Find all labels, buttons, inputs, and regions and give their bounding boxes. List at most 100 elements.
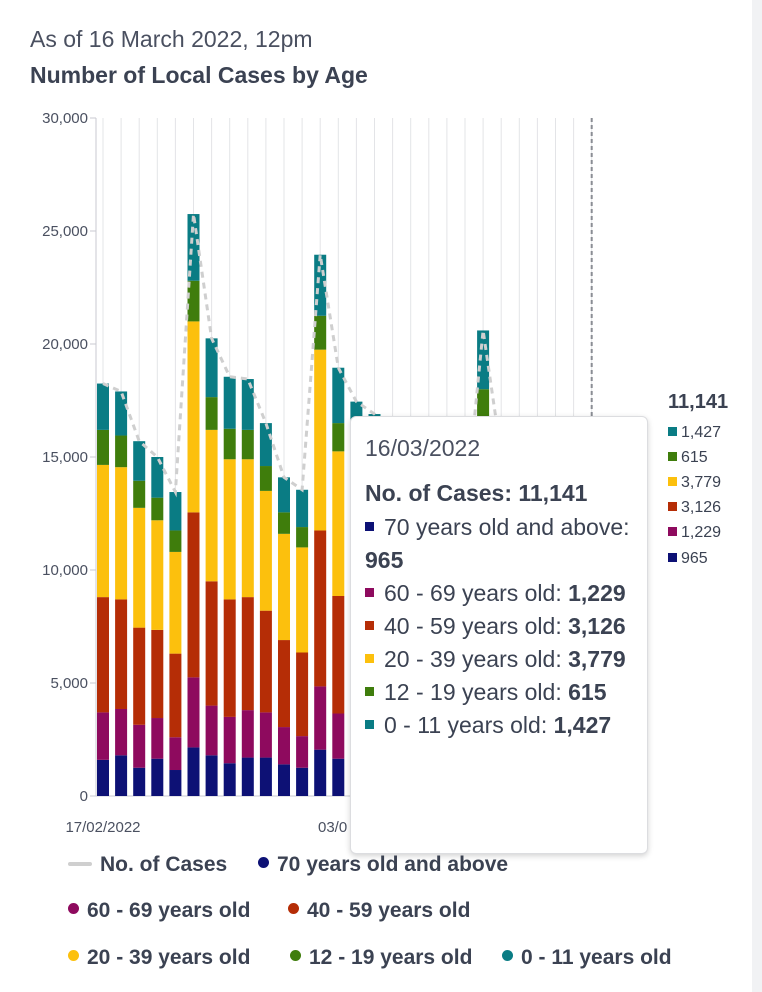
tooltip-row-label: 20 - 39 years old: [384, 646, 562, 672]
legend-item-20-39[interactable]: 20 - 39 years old [68, 946, 250, 970]
bar-segment [151, 457, 164, 498]
legend-label: 12 - 19 years old [309, 946, 473, 969]
bar-segment [97, 712, 109, 760]
legend-item-12-19[interactable]: 12 - 19 years old [290, 946, 472, 970]
legend-item-0-11[interactable]: 0 - 11 years old [502, 946, 672, 970]
x-tick-label: 03/0 [318, 819, 347, 836]
bar-segment [151, 718, 164, 759]
tooltip-row-value: 1,427 [553, 712, 612, 738]
bar-segment [259, 423, 272, 467]
dot-icon [258, 857, 269, 868]
hover-value-text: 965 [681, 550, 708, 567]
bar-segment [97, 464, 109, 598]
bar-segment [169, 737, 182, 771]
bar-segment [205, 705, 218, 756]
bar-segment [259, 757, 272, 796]
bar-segment [259, 610, 272, 713]
hover-value-label: 3,779 [668, 474, 721, 492]
bar-segment [314, 349, 327, 531]
tooltip-row-70plus: 70 years old and above: 965 [365, 511, 633, 577]
legend-item-60-69[interactable]: 60 - 69 years old [68, 899, 250, 923]
bar-segment [169, 770, 182, 796]
legend-label: 0 - 11 years old [521, 946, 672, 969]
series-swatch [668, 477, 677, 486]
bar-segment [133, 507, 146, 628]
bar-segment [296, 736, 309, 768]
bar-segment [332, 367, 345, 424]
bar-segment [241, 757, 254, 796]
tooltip-row-20-39: 20 - 39 years old: 3,779 [365, 643, 633, 676]
hover-value-label: 615 [668, 449, 708, 467]
tooltip-row-0-11: 0 - 11 years old: 1,427 [365, 709, 633, 742]
hover-value-text: 3,779 [681, 474, 722, 491]
series-swatch [668, 452, 677, 461]
bar-segment [241, 710, 254, 758]
tooltip-date: 16/03/2022 [365, 435, 481, 461]
y-tick-label: 25,000 [42, 223, 88, 240]
bar-segment [151, 629, 164, 719]
bar-segment [477, 389, 490, 424]
legend-item-70-plus[interactable]: 70 years old and above [258, 853, 508, 877]
chart-title: Number of Local Cases by Age [30, 62, 368, 88]
bar-segment [97, 383, 109, 430]
bar-segment [115, 435, 128, 468]
bar-segment [115, 599, 128, 709]
bar-segment [296, 547, 309, 653]
bar-segment [314, 686, 327, 750]
bar-segment [133, 767, 146, 796]
scrollbar-track[interactable] [752, 0, 762, 992]
bar-segment [278, 477, 290, 513]
series-swatch [365, 720, 374, 729]
bar-segment [259, 466, 272, 491]
bar-segment [97, 597, 109, 713]
bar-segment [332, 758, 345, 796]
tooltip-row-label: 70 years old and above: [384, 514, 630, 540]
legend-label: 40 - 59 years old [307, 899, 471, 922]
bar-segment [205, 429, 218, 582]
bar-segment [332, 423, 345, 452]
x-tick-label: 17/02/2022 [65, 819, 140, 836]
series-swatch [365, 654, 374, 663]
bar-segment [296, 767, 309, 796]
legend-item-40-59[interactable]: 40 - 59 years old [288, 899, 470, 923]
bar-segment [259, 712, 272, 758]
tooltip-row-value: 615 [568, 679, 607, 705]
bar-segment [133, 480, 146, 508]
bar-segment [133, 724, 146, 768]
hover-value-text: 1,427 [681, 424, 722, 441]
dashed-line-icon [68, 862, 92, 866]
bar-segment [187, 321, 200, 513]
bar-segment [278, 533, 290, 641]
hover-total-label: 11,141 [668, 391, 729, 413]
bar-segment [205, 397, 218, 430]
hover-value-text: 615 [681, 449, 708, 466]
bar-segment [115, 467, 128, 600]
series-swatch [365, 522, 374, 531]
bar-segment [332, 451, 345, 596]
bar-segment [97, 429, 109, 465]
hover-value-label: 3,126 [668, 499, 721, 517]
series-swatch [365, 621, 374, 630]
bar-segment [115, 708, 128, 756]
chart-tooltip: 16/03/2022 No. of Cases: 11,141 70 years… [350, 416, 648, 854]
bar-segment [223, 763, 236, 796]
bar-segment [296, 527, 309, 548]
bar-segment [278, 764, 290, 796]
series-swatch [365, 687, 374, 696]
tooltip-row-40-59: 40 - 59 years old: 3,126 [365, 610, 633, 643]
y-tick-label: 5,000 [50, 675, 88, 692]
bar-segment [223, 459, 236, 600]
y-tick-label: 20,000 [42, 336, 88, 353]
legend-item-no-of-cases[interactable]: No. of Cases [68, 853, 227, 877]
bar-segment [169, 653, 182, 738]
bar-segment [223, 428, 236, 460]
series-swatch [668, 527, 677, 536]
bar-segment [133, 627, 146, 725]
hover-value-label: 1,427 [668, 424, 721, 442]
bar-segment [115, 391, 128, 436]
tooltip-row-label: 40 - 59 years old: [384, 613, 562, 639]
series-swatch [365, 588, 374, 597]
hover-value-label: 965 [668, 550, 708, 568]
bar-segment [241, 379, 254, 430]
bar-segment [169, 530, 182, 552]
